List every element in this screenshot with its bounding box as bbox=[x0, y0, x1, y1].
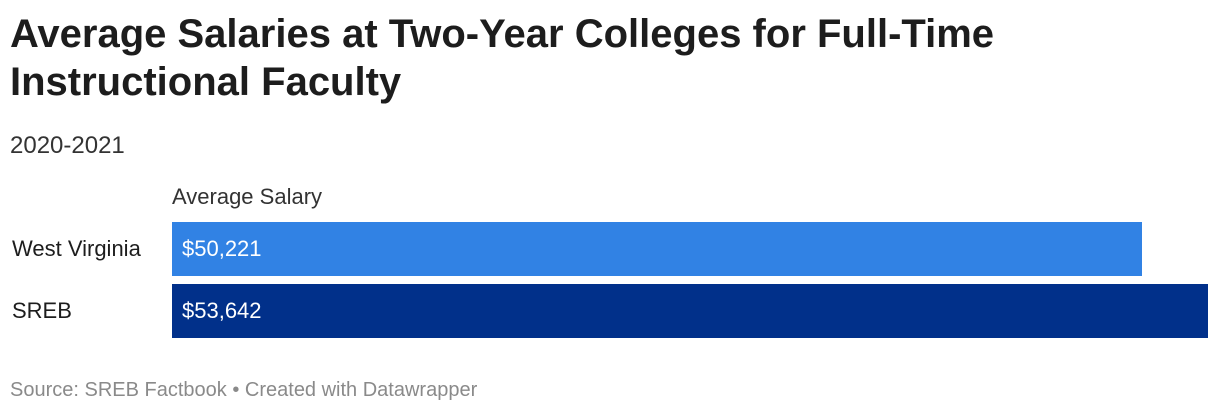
source-label: Source: bbox=[10, 379, 85, 401]
footer-separator: • bbox=[226, 379, 245, 401]
column-header: Average Salary bbox=[172, 184, 323, 209]
bar-row-sreb: SREB $53,642 bbox=[0, 284, 1220, 338]
bar-chart: West Virginia $50,221 SREB $53,642 bbox=[0, 220, 1220, 340]
chart-footer: Source: SREB Factbook • Created with Dat… bbox=[10, 377, 477, 403]
bar-west-virginia bbox=[172, 222, 1142, 276]
chart-subtitle: 2020-2021 bbox=[10, 132, 125, 159]
chart-title: Average Salaries at Two-Year Colleges fo… bbox=[10, 12, 995, 104]
bar-sreb bbox=[172, 284, 1208, 338]
category-label: SREB bbox=[12, 298, 72, 323]
credit-text: Created with Datawrapper bbox=[244, 379, 478, 401]
bar-row-west-virginia: West Virginia $50,221 bbox=[0, 222, 1220, 276]
data-label: $50,221 bbox=[182, 236, 262, 261]
category-label: West Virginia bbox=[12, 236, 141, 261]
data-label: $53,642 bbox=[182, 298, 262, 323]
source-name: SREB Factbook bbox=[84, 379, 227, 401]
